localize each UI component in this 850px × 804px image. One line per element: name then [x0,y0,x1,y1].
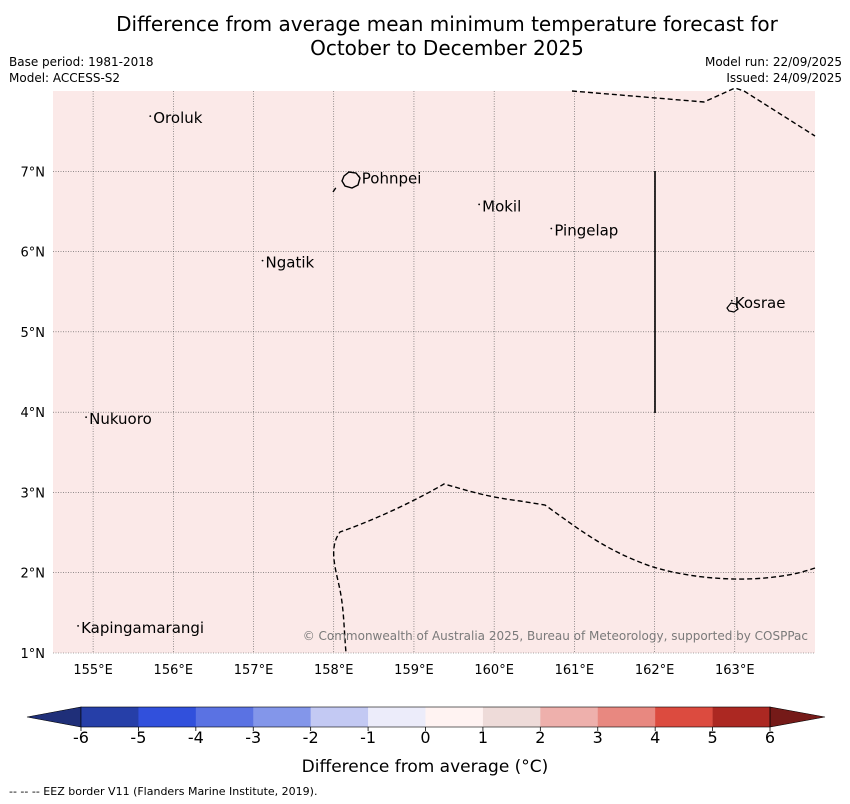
colorbar-extend-low [26,706,82,728]
meta-left: Base period: 1981-2018 Model: ACCESS-S2 [9,54,154,86]
place-name: Mokil [482,197,521,215]
map-background [53,91,815,653]
eez-border-north [571,87,816,137]
lat-tick-label: 3°N [21,486,46,501]
lat-tick-label: 5°N [21,326,46,341]
kosrae-island-outline [726,302,739,313]
title-line-2: October to December 2025 [310,36,584,60]
model-run: Model run: 22/09/2025 [704,55,842,69]
lat-tick-label: 4°N [21,406,46,421]
colorbar-tick-label: -5 [130,728,147,747]
colorbar-segment [482,707,541,727]
colorbar-tick-labels: -6 -5 -4 -3 -2 -1 0 1 2 3 4 5 6 [0,728,850,750]
colorbar-segment [253,707,311,727]
map-title: Difference from average mean minimum tem… [0,12,850,60]
colorbar-tick-label: 5 [707,728,718,747]
place-name: Pohnpei [362,169,422,187]
colorbar-segment [138,707,197,727]
lon-tick-label: 156°E [154,663,194,678]
colorbar-tick-label: -3 [245,728,262,747]
place-kapingamarangi: Kapingamarangi [77,619,204,637]
colorbar-tick-label: -1 [360,728,377,747]
colorbar-tick-label: -2 [302,728,319,747]
colorbar-segment [310,707,369,727]
copyright-note: © Commonwealth of Australia 2025, Bureau… [303,629,808,643]
lon-tick-label: 160°E [474,663,514,678]
place-name: Ngatik [266,254,315,272]
colorbar-extend-high [769,706,826,728]
colorbar-segment [195,707,254,727]
lon-tick-label: 157°E [234,663,274,678]
model-name: Model: ACCESS-S2 [9,71,121,85]
colorbar-segment [597,707,656,727]
place-oroluk: Oroluk [149,109,203,127]
place-name: Kosrae [735,294,786,312]
lon-tick-label: 161°E [555,663,595,678]
colorbar-tick-label: 4 [650,728,661,747]
lat-tick-label: 7°N [21,165,46,180]
island-marker [261,259,264,262]
place-name: Nukuoro [89,410,152,428]
island-marker [730,299,733,302]
lon-tick-label: 159°E [394,663,434,678]
eez-borders [332,87,816,654]
island-marker [77,625,79,627]
lon-tick-label: 155°E [73,663,113,678]
eez-border-pohnpei-fragment [332,185,338,193]
colorbar-segment [540,707,599,727]
issued-date: Issued: 24/09/2025 [726,71,842,85]
colorbar-label: Difference from average (°C) [301,757,549,777]
island-marker [149,115,152,118]
colorbar-segment [368,707,426,727]
colorbar-tick-label: 6 [764,728,776,747]
place-mokil: Mokil [478,197,521,215]
colorbar-tick-label: 3 [592,728,603,747]
island-marker [85,416,87,419]
title-line-1: Difference from average mean minimum tem… [116,12,778,36]
place-pohnpei: Pohnpei [357,169,422,187]
colorbar-tick-label: -4 [187,728,204,747]
meta-right: Model run: 22/09/2025 Issued: 24/09/2025 [705,54,842,86]
place-nukuoro: Nukuoro [85,410,152,428]
colorbar-segment [425,707,484,727]
lat-tick-label: 1°N [21,647,46,662]
lon-tick-label: 162°E [635,663,675,678]
place-kosrae: Kosrae [730,294,786,312]
eez-footnote: -- -- -- EEZ border V11 (Flanders Marine… [9,785,318,798]
colorbar-segment [655,707,713,727]
lat-tick-label: 6°N [21,246,46,261]
colorbar-segment [712,707,771,727]
colorbar-segment [81,707,139,727]
colorbar [26,706,826,731]
lon-tick-label: 158°E [314,663,354,678]
island-marker [478,203,481,206]
axis-labels: 155°E 156°E 157°E 158°E 159°E 160°E 161°E 162°E… [21,165,755,678]
place-name: Kapingamarangi [81,619,204,637]
place-ngatik: Ngatik [261,254,315,272]
place-name: Oroluk [153,109,202,127]
lat-tick-label: 2°N [21,567,46,582]
place-name: Pingelap [554,222,618,240]
island-marker [550,227,553,230]
colorbar-tick-label: -6 [73,728,89,747]
place-pingelap: Pingelap [550,222,618,240]
place-labels: Oroluk Pohnpei Mokil Pingelap Ngatik Kosrae Nu… [77,109,785,637]
pohnpei-island-outline [341,171,361,189]
eez-border-south [332,483,816,654]
colorbar-tick-label: 0 [420,728,431,747]
island-marker [357,175,360,178]
colorbar-tick-label: 2 [535,728,546,747]
colorbar-tick-label: 1 [477,728,488,747]
base-period: Base period: 1981-2018 [9,55,154,69]
lon-tick-label: 163°E [715,663,755,678]
